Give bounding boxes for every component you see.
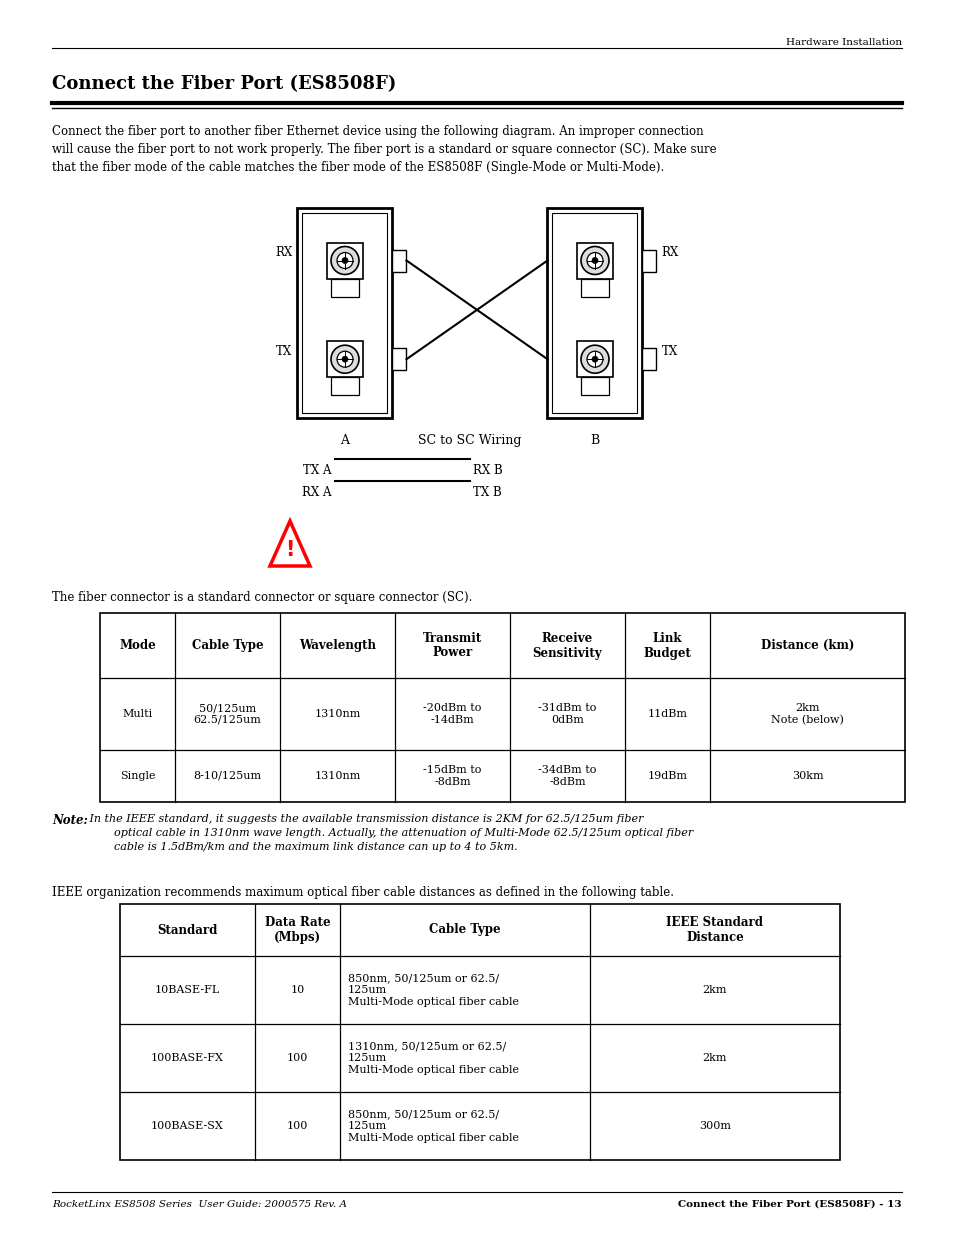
- Text: IEEE Standard
Distance: IEEE Standard Distance: [666, 916, 762, 944]
- Text: IEEE organization recommends maximum optical fiber cable distances as defined in: IEEE organization recommends maximum opt…: [52, 885, 673, 899]
- Bar: [552, 212, 637, 412]
- Text: Link
Budget: Link Budget: [643, 631, 691, 659]
- Text: RX: RX: [660, 246, 678, 259]
- Bar: [577, 341, 613, 377]
- Bar: [120, 904, 840, 1160]
- Text: Wavelength: Wavelength: [298, 638, 375, 652]
- Text: 100BASE-FX: 100BASE-FX: [151, 1053, 224, 1063]
- Text: RX: RX: [275, 246, 293, 259]
- Circle shape: [586, 351, 602, 367]
- Bar: [641, 348, 656, 370]
- Text: Multi: Multi: [122, 709, 152, 719]
- Text: 1310nm: 1310nm: [314, 771, 360, 781]
- Bar: [547, 207, 641, 417]
- Text: 2km: 2km: [702, 986, 726, 995]
- Text: Transmit
Power: Transmit Power: [422, 631, 481, 659]
- Bar: [327, 341, 363, 377]
- Bar: [331, 279, 358, 296]
- Text: 50/125um
62.5/125um: 50/125um 62.5/125um: [193, 703, 261, 725]
- Text: Connect the Fiber Port (ES8508F): Connect the Fiber Port (ES8508F): [52, 75, 395, 93]
- Text: -20dBm to
-14dBm: -20dBm to -14dBm: [423, 703, 481, 725]
- Text: Connect the fiber port to another fiber Ethernet device using the following diag: Connect the fiber port to another fiber …: [52, 125, 716, 174]
- Text: Receive
Sensitivity: Receive Sensitivity: [532, 631, 601, 659]
- Text: 850nm, 50/125um or 62.5/
125um
Multi-Mode optical fiber cable: 850nm, 50/125um or 62.5/ 125um Multi-Mod…: [348, 1109, 518, 1142]
- Text: The fiber connector is a standard connector or square connector (SC).: The fiber connector is a standard connec…: [52, 592, 472, 604]
- Text: Note:: Note:: [52, 814, 88, 827]
- Text: -34dBm to
-8dBm: -34dBm to -8dBm: [537, 766, 596, 787]
- Text: !: !: [285, 540, 294, 561]
- Text: In the IEEE standard, it suggests the available transmission distance is 2KM for: In the IEEE standard, it suggests the av…: [86, 814, 693, 852]
- Text: 100BASE-SX: 100BASE-SX: [151, 1121, 224, 1131]
- Text: 850nm, 50/125um or 62.5/
125um
Multi-Mode optical fiber cable: 850nm, 50/125um or 62.5/ 125um Multi-Mod…: [348, 973, 518, 1007]
- Text: TX: TX: [660, 345, 677, 358]
- Text: 100: 100: [287, 1053, 308, 1063]
- Text: Cable Type: Cable Type: [192, 638, 263, 652]
- Circle shape: [336, 351, 353, 367]
- Bar: [580, 279, 608, 296]
- Bar: [302, 212, 387, 412]
- Text: Single: Single: [120, 771, 155, 781]
- Text: Standard: Standard: [157, 924, 217, 936]
- Text: 8-10/125um: 8-10/125um: [193, 771, 261, 781]
- Text: -15dBm to
-8dBm: -15dBm to -8dBm: [423, 766, 481, 787]
- Text: RocketLinx ES8508 Series  User Guide: 2000575 Rev. A: RocketLinx ES8508 Series User Guide: 200…: [52, 1200, 347, 1209]
- Circle shape: [580, 346, 608, 373]
- Text: 1310nm: 1310nm: [314, 709, 360, 719]
- Bar: [577, 242, 613, 279]
- Text: 19dBm: 19dBm: [647, 771, 687, 781]
- Text: RX B: RX B: [473, 464, 502, 477]
- Bar: [297, 207, 392, 417]
- Bar: [331, 377, 358, 395]
- Text: 1310nm, 50/125um or 62.5/
125um
Multi-Mode optical fiber cable: 1310nm, 50/125um or 62.5/ 125um Multi-Mo…: [348, 1041, 518, 1074]
- Text: Connect the Fiber Port (ES8508F) - 13: Connect the Fiber Port (ES8508F) - 13: [678, 1200, 901, 1209]
- Polygon shape: [270, 521, 310, 566]
- Text: -31dBm to
0dBm: -31dBm to 0dBm: [537, 703, 596, 725]
- Text: 100: 100: [287, 1121, 308, 1131]
- Circle shape: [341, 258, 348, 263]
- Circle shape: [592, 258, 598, 263]
- Circle shape: [586, 252, 602, 268]
- Bar: [327, 242, 363, 279]
- Text: 2km: 2km: [702, 1053, 726, 1063]
- Bar: [641, 249, 656, 272]
- Bar: [580, 377, 608, 395]
- Text: 300m: 300m: [699, 1121, 730, 1131]
- Text: RX A: RX A: [302, 487, 332, 499]
- Bar: [392, 348, 406, 370]
- Circle shape: [580, 247, 608, 274]
- Text: TX: TX: [276, 345, 293, 358]
- Text: 2km
Note (below): 2km Note (below): [770, 703, 843, 725]
- Text: TX A: TX A: [303, 464, 332, 477]
- Text: Cable Type: Cable Type: [429, 924, 500, 936]
- Circle shape: [336, 252, 353, 268]
- Text: 10: 10: [290, 986, 304, 995]
- Text: 11dBm: 11dBm: [647, 709, 687, 719]
- Circle shape: [331, 247, 358, 274]
- Text: Hardware Installation: Hardware Installation: [785, 38, 901, 47]
- Text: 30km: 30km: [791, 771, 822, 781]
- Text: Distance (km): Distance (km): [760, 638, 853, 652]
- Text: 10BASE-FL: 10BASE-FL: [154, 986, 220, 995]
- Text: B: B: [590, 433, 599, 447]
- Bar: [100, 613, 904, 802]
- Text: Data Rate
(Mbps): Data Rate (Mbps): [264, 916, 330, 944]
- Bar: [392, 249, 406, 272]
- Circle shape: [341, 356, 348, 362]
- Text: A: A: [340, 433, 349, 447]
- Text: TX B: TX B: [473, 487, 501, 499]
- Circle shape: [592, 356, 598, 362]
- Text: SC to SC Wiring: SC to SC Wiring: [417, 433, 521, 447]
- Text: Mode: Mode: [119, 638, 155, 652]
- Circle shape: [331, 346, 358, 373]
